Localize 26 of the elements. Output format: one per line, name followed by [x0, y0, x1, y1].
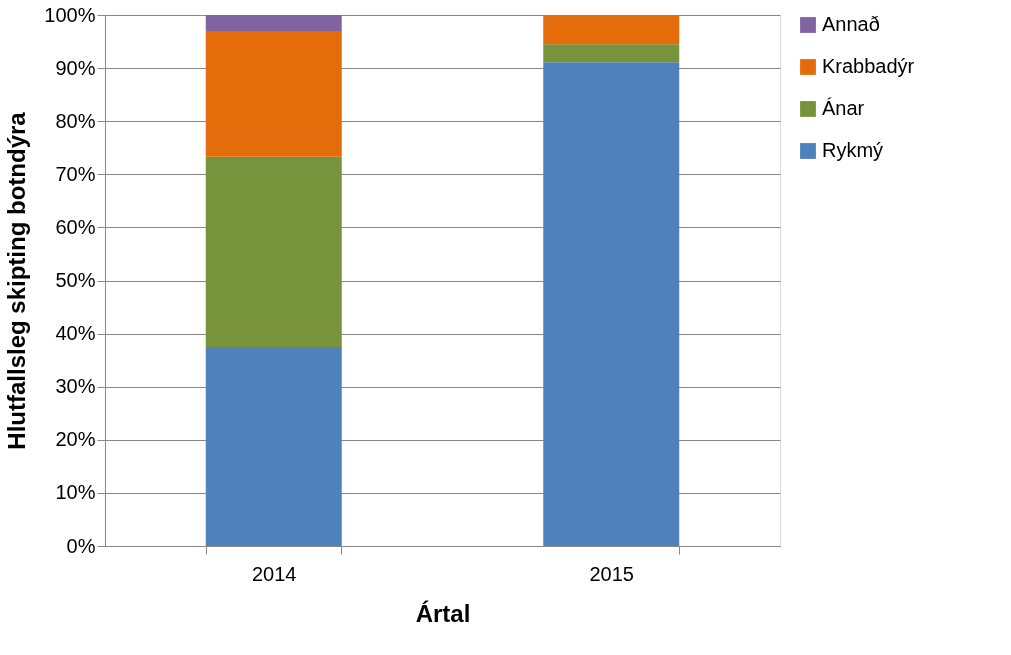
legend-label: Rykmý [822, 139, 884, 161]
y-tick-label: 80% [55, 109, 96, 132]
y-axis-title: Hlutfallsleg skipting botndýra [3, 111, 31, 450]
y-tick-label: 0% [66, 534, 96, 557]
x-axis-title: Ártal [415, 599, 471, 627]
legend-label: Ánar [822, 97, 865, 119]
y-tick-label: 90% [55, 56, 96, 79]
bar [205, 30, 342, 157]
x-tick-label: 2015 [589, 562, 634, 585]
y-tick-label: 70% [55, 162, 96, 185]
y-tick-label: 30% [55, 375, 96, 398]
x-tick-label: 2014 [252, 562, 297, 585]
y-tick-label: 40% [55, 322, 96, 345]
y-tick-label: 20% [55, 428, 96, 451]
bar [543, 44, 680, 63]
bar [205, 346, 342, 546]
y-tick-label: 10% [55, 481, 96, 504]
y-tick-label: 100% [44, 3, 96, 26]
bar [205, 15, 342, 31]
legend-label: Annað [822, 13, 880, 35]
bar [543, 62, 680, 546]
y-tick-label: 60% [55, 215, 96, 238]
y-tick-label: 50% [55, 269, 96, 291]
legend-label: Krabbadýr [822, 55, 915, 77]
bar [543, 15, 680, 45]
bar [205, 156, 342, 347]
